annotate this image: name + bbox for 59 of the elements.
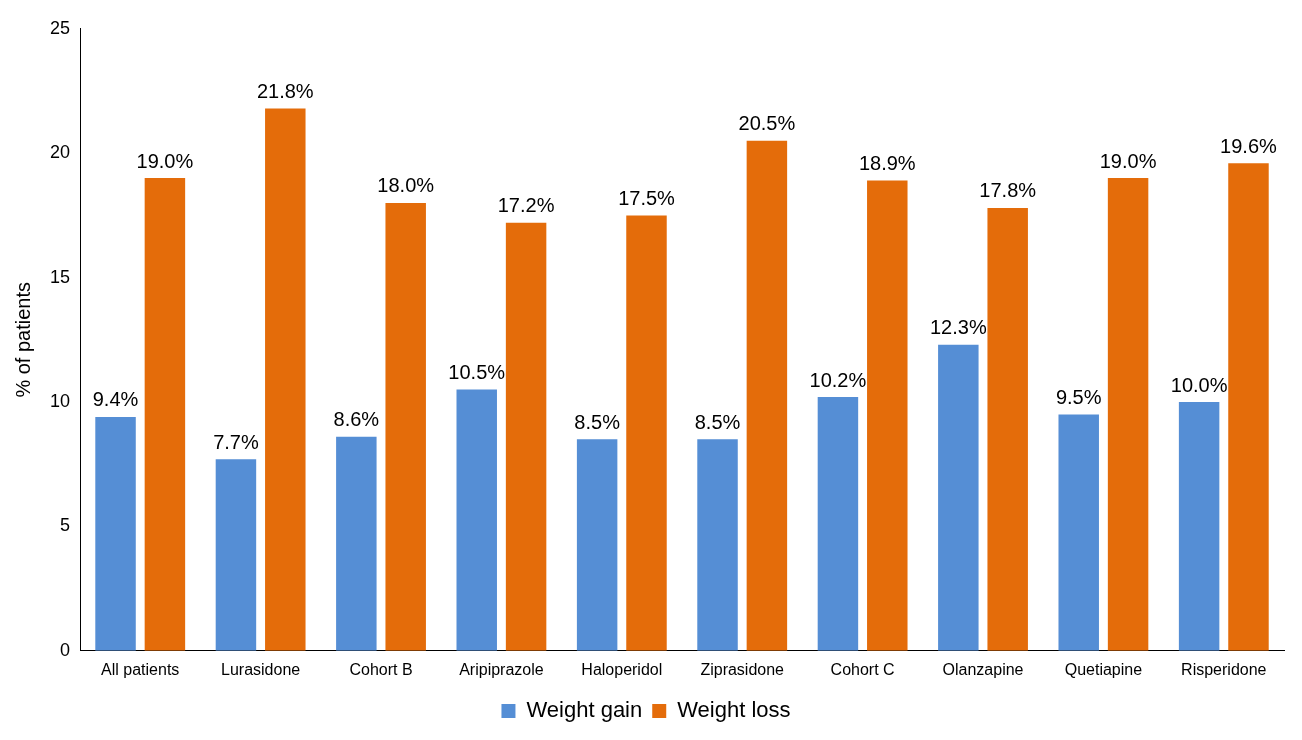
data-label: 8.6% (333, 408, 380, 431)
bar (505, 222, 547, 651)
bar (626, 215, 667, 651)
data-label: 17.5% (618, 186, 676, 209)
bar (144, 178, 186, 651)
bar (746, 140, 788, 651)
y-tick-label: 5 (60, 515, 71, 536)
legend-label: Weight gain (526, 697, 643, 723)
data-label: 19.0% (136, 149, 194, 172)
x-tick-label: Quetiapine (1064, 660, 1143, 678)
data-label: 18.0% (377, 174, 435, 197)
x-tick-label: Ziprasidone (700, 660, 785, 678)
bar (1107, 178, 1149, 651)
data-label: 20.5% (738, 112, 796, 135)
bar (385, 202, 426, 651)
x-tick-label: Aripiprazole (459, 660, 544, 678)
data-label: 18.9% (858, 152, 916, 175)
x-tick-label: Olanzapine (942, 660, 1024, 678)
data-label: 8.5% (694, 410, 741, 433)
y-tick-label: 25 (49, 17, 71, 38)
x-tick-label: Haloperidol (581, 660, 663, 678)
y-tick-label: 10 (49, 390, 71, 411)
x-tick-label: Lurasidone (221, 660, 301, 678)
x-tick-label: Cohort C (830, 660, 895, 678)
data-label: 9.4% (92, 388, 139, 411)
bar (456, 389, 497, 651)
bar (95, 416, 136, 651)
data-label: 17.2% (497, 194, 555, 217)
data-label: 17.8% (979, 179, 1037, 202)
data-label: 8.5% (574, 410, 621, 433)
bar (265, 108, 306, 651)
data-label: 7.7% (213, 430, 259, 453)
bar (1058, 414, 1099, 651)
x-tick-label: All patients (101, 660, 180, 678)
y-axis-title: % of patients (11, 281, 34, 398)
bar (817, 397, 859, 651)
bar (336, 436, 377, 651)
data-label: 19.6% (1220, 134, 1278, 157)
bar (1228, 163, 1269, 651)
y-tick-label: 20 (49, 142, 71, 163)
x-tick-label: Risperidone (1181, 660, 1267, 678)
bar (938, 344, 979, 651)
data-label: 9.5% (1055, 385, 1102, 408)
data-label: 10.5% (448, 361, 506, 384)
data-label: 12.3% (929, 316, 987, 339)
data-label: 10.0% (1170, 373, 1228, 396)
x-tick-label: Cohort B (349, 660, 413, 678)
bar (1178, 402, 1220, 651)
data-label: 10.2% (809, 368, 867, 391)
bar (867, 180, 908, 651)
y-tick-label: 15 (49, 266, 71, 287)
bar (576, 439, 618, 651)
bar (697, 439, 738, 651)
data-label: 21.8% (256, 79, 314, 102)
data-label: 19.0% (1099, 149, 1157, 172)
legend-label: Weight loss (677, 697, 791, 723)
y-tick-label: 0 (60, 639, 71, 660)
bar (987, 207, 1028, 651)
bar (215, 459, 257, 651)
